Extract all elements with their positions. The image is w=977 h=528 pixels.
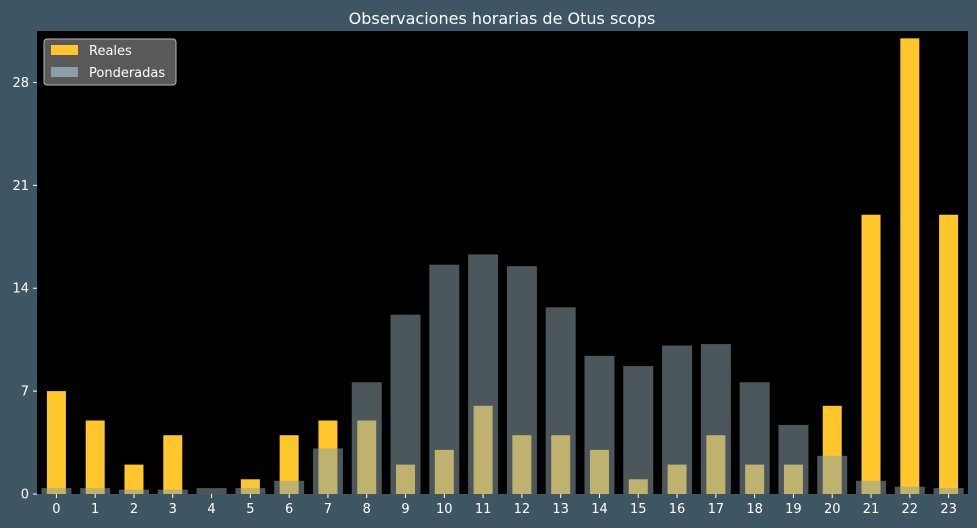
x-tick-label-21: 21 xyxy=(863,502,880,517)
x-tick-label-4: 4 xyxy=(207,502,215,517)
legend-label-reales: Reales xyxy=(89,44,132,59)
x-tick-label-13: 13 xyxy=(552,502,569,517)
x-tick-label-0: 0 xyxy=(52,502,60,517)
bar-ponderadas-13 xyxy=(545,307,576,494)
bar-reales-23 xyxy=(939,214,959,495)
x-tick-label-12: 12 xyxy=(514,502,531,517)
y-tick-label-0: 0 xyxy=(21,488,29,503)
bar-ponderadas-14 xyxy=(584,355,615,494)
x-tick-label-9: 9 xyxy=(401,502,409,517)
legend-swatch-ponderadas xyxy=(51,67,78,77)
x-tick-label-16: 16 xyxy=(669,502,686,517)
bar-ponderadas-16 xyxy=(662,345,693,494)
chart-title: Observaciones horarias de Otus scops xyxy=(349,9,656,28)
bar-ponderadas-10 xyxy=(429,264,460,494)
x-tick-label-20: 20 xyxy=(824,502,841,517)
bar-ponderadas-18 xyxy=(739,382,770,494)
bar-ponderadas-8 xyxy=(351,382,382,494)
bar-ponderadas-23 xyxy=(933,488,964,494)
x-tick-label-1: 1 xyxy=(91,502,99,517)
bar-ponderadas-5 xyxy=(235,488,266,494)
x-tick-label-11: 11 xyxy=(475,502,492,517)
bar-ponderadas-2 xyxy=(118,489,149,494)
x-tick-label-18: 18 xyxy=(746,502,763,517)
bar-reales-3 xyxy=(163,435,183,494)
x-tick-label-7: 7 xyxy=(324,502,332,517)
bar-ponderadas-0 xyxy=(41,488,72,494)
legend-label-ponderadas: Ponderadas xyxy=(89,66,165,81)
bar-ponderadas-19 xyxy=(778,424,809,494)
bar-reales-22 xyxy=(900,38,920,494)
y-tick-label-14: 14 xyxy=(12,282,29,297)
x-tick-label-10: 10 xyxy=(436,502,453,517)
x-tick-label-23: 23 xyxy=(940,502,957,517)
x-tick-label-6: 6 xyxy=(285,502,293,517)
bars-layer xyxy=(41,38,964,495)
x-tick-label-14: 14 xyxy=(591,502,608,517)
bar-ponderadas-7 xyxy=(312,448,343,494)
x-tick-label-15: 15 xyxy=(630,502,647,517)
legend: Reales Ponderadas xyxy=(43,38,177,86)
x-tick-label-8: 8 xyxy=(363,502,371,517)
bar-reales-2 xyxy=(124,464,144,494)
x-tick-label-22: 22 xyxy=(902,502,919,517)
legend-swatch-reales xyxy=(51,45,78,55)
bar-ponderadas-22 xyxy=(894,486,925,494)
bar-reales-21 xyxy=(861,214,881,495)
bar-reales-6 xyxy=(279,435,299,494)
x-tick-label-3: 3 xyxy=(169,502,177,517)
bar-ponderadas-11 xyxy=(468,254,499,494)
axes-layer: 0 1 2 3 4 5 6 7 8 9 10 11 12 13 14 15 16 17 18 19 20 21 22 2307… xyxy=(12,76,956,517)
bar-ponderadas-3 xyxy=(157,489,188,494)
plot-area xyxy=(37,31,968,494)
bar-reales-1 xyxy=(85,420,105,494)
x-tick-label-5: 5 xyxy=(246,502,254,517)
y-tick-label-21: 21 xyxy=(12,179,29,194)
bar-ponderadas-4 xyxy=(196,488,227,494)
y-tick-label-28: 28 xyxy=(12,76,29,91)
x-tick-label-17: 17 xyxy=(708,502,725,517)
y-tick-label-7: 7 xyxy=(21,385,29,400)
bar-ponderadas-1 xyxy=(80,488,111,494)
bar-ponderadas-12 xyxy=(506,266,537,494)
bar-ponderadas-9 xyxy=(390,314,421,494)
x-tick-label-19: 19 xyxy=(785,502,802,517)
bar-ponderadas-17 xyxy=(700,344,731,494)
bar-ponderadas-21 xyxy=(856,480,887,494)
bar-reales-0 xyxy=(46,391,66,494)
bar-ponderadas-6 xyxy=(274,480,305,494)
x-tick-label-2: 2 xyxy=(130,502,138,517)
bar-ponderadas-15 xyxy=(623,366,654,494)
bar-ponderadas-20 xyxy=(817,455,848,494)
